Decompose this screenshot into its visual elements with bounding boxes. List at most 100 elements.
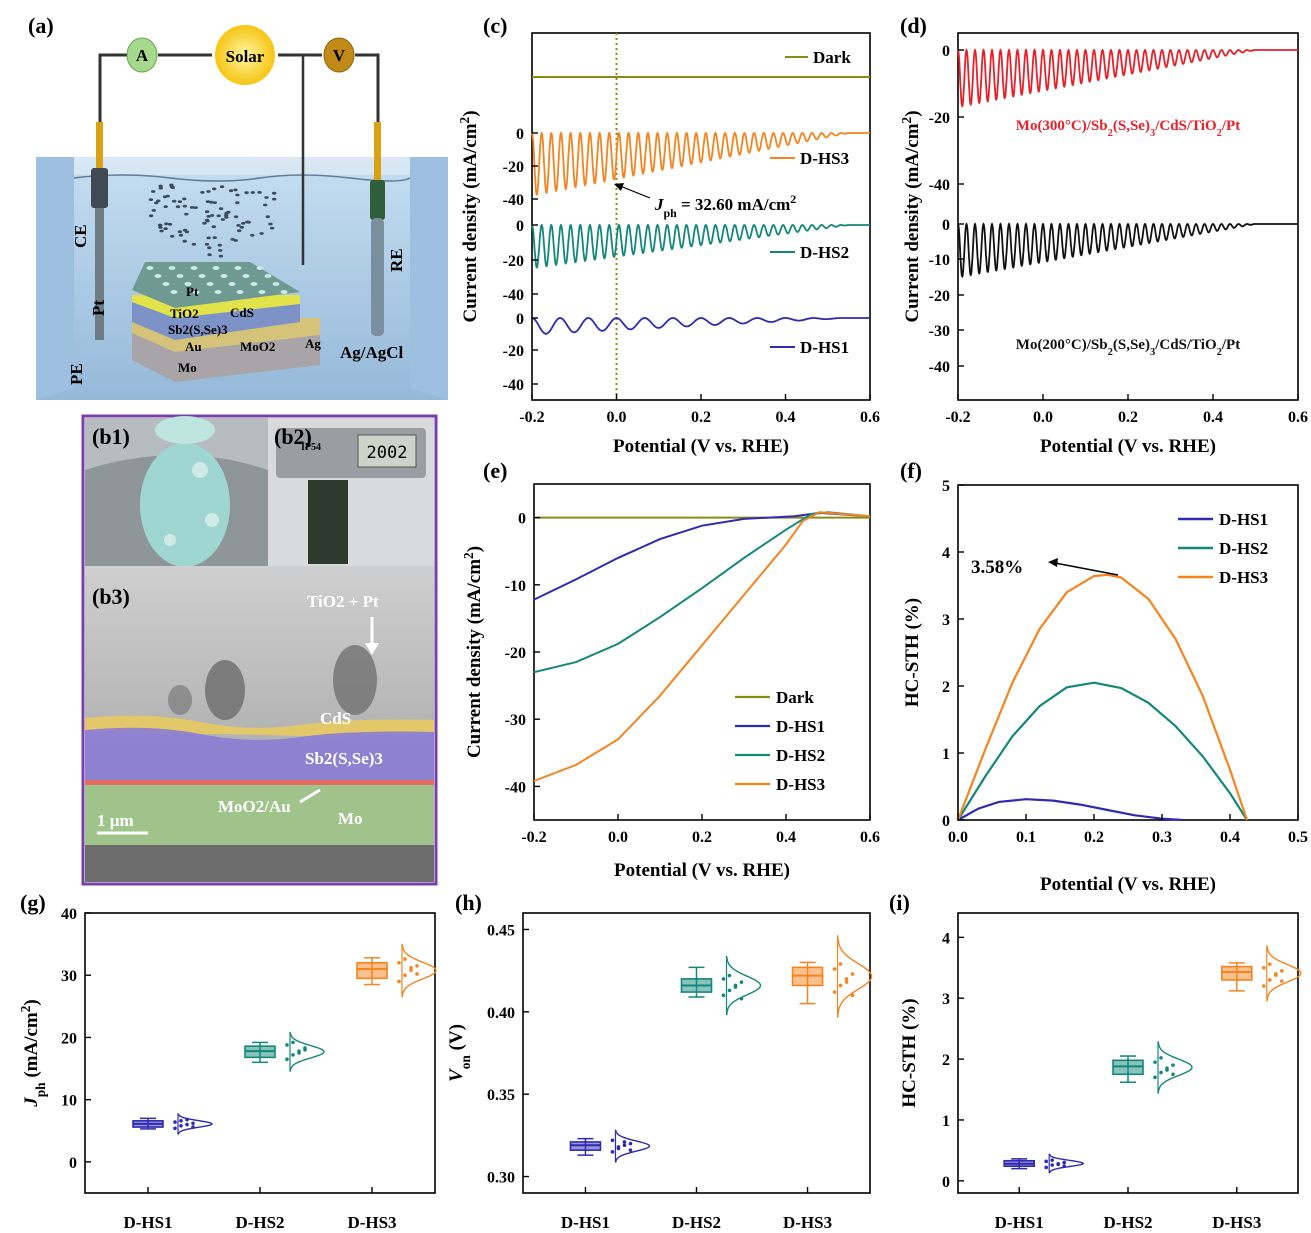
bubble <box>209 200 214 204</box>
data-point <box>415 972 419 976</box>
y-tick-label: 10 <box>61 1093 77 1110</box>
sem-mo-layer <box>85 785 434 845</box>
sem-substrate <box>85 845 434 882</box>
y-tick-label: 0.30 <box>487 1170 515 1187</box>
bubble <box>184 212 189 216</box>
data-point <box>1050 1163 1054 1167</box>
caliper-brand: IP54 <box>301 442 321 453</box>
photo-b1-bubble <box>164 534 176 546</box>
data-point <box>1159 1056 1163 1060</box>
reference-electrode <box>371 218 384 336</box>
box-iqr <box>356 961 388 980</box>
sem-particle <box>205 660 245 720</box>
data-point <box>403 973 407 978</box>
distribution-curve <box>1157 1041 1193 1094</box>
bubble <box>204 242 210 246</box>
bubble <box>170 234 175 238</box>
y-tick-label: 40 <box>61 906 77 923</box>
bubble <box>189 206 195 209</box>
pe-label: PE <box>67 363 86 385</box>
bubble <box>163 227 168 231</box>
pt-dot <box>184 282 192 286</box>
x-tick-label: D-HS2 <box>1103 1213 1152 1232</box>
series-line-d-hs1 <box>533 511 871 601</box>
y-axis-label: HC-STH (%) <box>902 598 923 707</box>
y-tick-label: 2 <box>942 679 950 696</box>
data-point <box>850 972 855 976</box>
legend-label: D-HS2 <box>776 746 825 765</box>
label-part: Mo(300°C)/Sb <box>1016 118 1108 134</box>
bubble <box>236 224 241 227</box>
bubble <box>206 190 211 193</box>
y-tick-label: -20 <box>503 253 524 270</box>
data-point <box>1159 1070 1163 1075</box>
voltmeter-label: V <box>333 46 346 65</box>
pt-dots <box>146 266 288 294</box>
ref-electrode-label: Ag/AgCl <box>340 343 404 362</box>
y-tick-label: -30 <box>505 712 526 729</box>
photo-frame <box>81 414 438 886</box>
data-point <box>628 1148 633 1152</box>
label-part: 2 <box>899 116 914 123</box>
data-point <box>838 983 843 988</box>
x-tick-label: 0.1 <box>1016 829 1036 846</box>
y-tick-label: -20 <box>503 343 524 360</box>
bubble <box>167 222 173 226</box>
y-tick-label: -40 <box>505 779 526 796</box>
bubble <box>177 200 183 204</box>
chart-f: (f) D-HS1 D-HS2 D-HS3 0.0 0.1 0.2 0.3 0.4 0.5 0 1 2 3… <box>900 458 1308 895</box>
layer-label-tio2: TiO2 <box>170 306 199 321</box>
cell-left-wall <box>36 157 74 400</box>
water-surface <box>73 174 411 182</box>
label-part: 2 <box>1217 347 1222 358</box>
pt-dot <box>236 290 244 294</box>
bubble <box>175 205 181 209</box>
data-point <box>850 993 855 998</box>
legend-label: D-HS1 <box>776 717 825 736</box>
photo-b1-sample <box>140 443 230 567</box>
data-point <box>1044 1159 1048 1164</box>
label-part: ) <box>464 546 485 552</box>
chart-h: (h) D-HS1 D-HS2 D-HS3 0.30 0.35 0.40 0.45 Von (V… <box>446 890 873 1232</box>
x-tick-label: -0.2 <box>521 829 546 846</box>
panel-label-i: (i) <box>889 890 910 915</box>
pt-dot <box>242 274 250 278</box>
legend-label: D-HS3 <box>1219 568 1268 587</box>
label-part: ) <box>902 110 923 116</box>
y-tick-label: 0 <box>69 1155 77 1172</box>
legend-label: D-HS1 <box>800 338 849 357</box>
x-tick-label: 0.6 <box>860 409 880 426</box>
label-part: /CdS/TiO <box>1154 337 1216 353</box>
label-part: Current density (mA/cm <box>464 559 485 758</box>
y-axis-label: Current density (mA/cm2) <box>461 546 486 758</box>
bubble <box>156 199 161 203</box>
bubble <box>163 205 168 209</box>
panel-label-b2: (b2) <box>274 424 312 449</box>
data-point <box>610 1150 615 1154</box>
data-point <box>1062 1160 1066 1165</box>
pt-dot <box>234 266 242 270</box>
pt-dot <box>154 274 162 278</box>
data-point <box>397 979 401 984</box>
data-point <box>1056 1162 1060 1167</box>
panel-label-d: (d) <box>900 13 927 38</box>
pt-dot <box>228 282 236 286</box>
data-point <box>415 964 419 968</box>
y-tick-label: -40 <box>503 287 524 304</box>
data-point <box>285 1057 289 1062</box>
y-tick-label: 0 <box>942 217 950 234</box>
bubble <box>272 191 277 195</box>
y-tick-label: -20 <box>929 288 950 305</box>
bubble <box>220 218 226 221</box>
ce-holder <box>91 168 108 208</box>
caliper-display <box>357 434 417 468</box>
x-tick-label: 0.2 <box>1084 829 1104 846</box>
legend-label: Dark <box>776 688 814 707</box>
y-tick-label: 5 <box>942 478 950 495</box>
bubble <box>158 226 163 229</box>
bubble <box>250 191 255 194</box>
sem-arrow-head <box>365 643 379 655</box>
distribution-curve <box>177 1113 213 1135</box>
bubble <box>209 214 215 217</box>
bubble <box>165 194 170 198</box>
